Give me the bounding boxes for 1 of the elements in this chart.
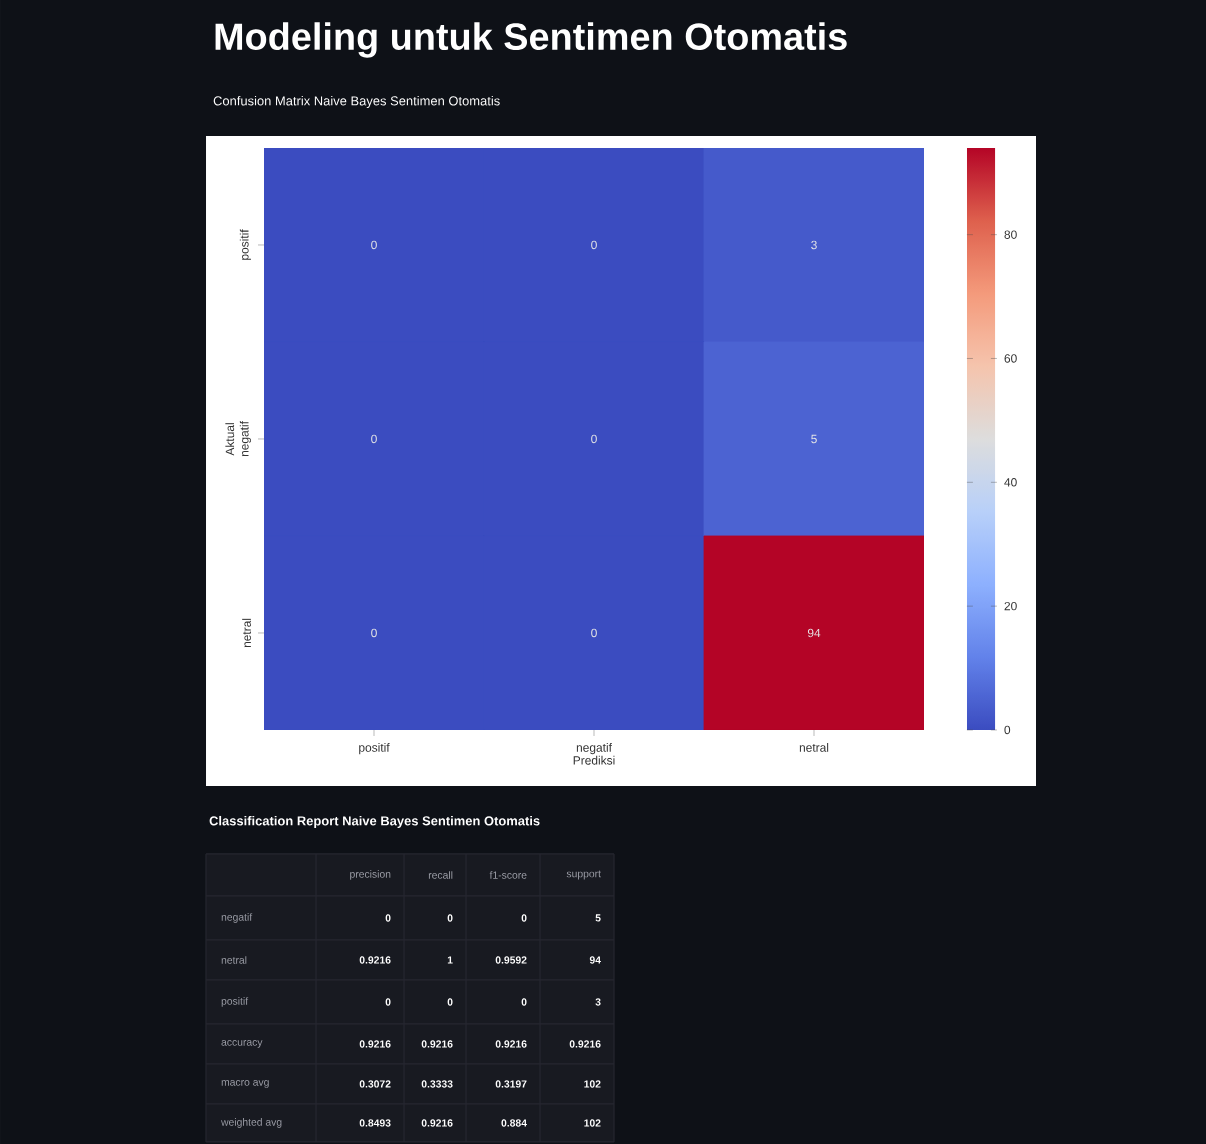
chart-title: Modeling untuk Sentimen Otomatis (215, 22, 847, 58)
